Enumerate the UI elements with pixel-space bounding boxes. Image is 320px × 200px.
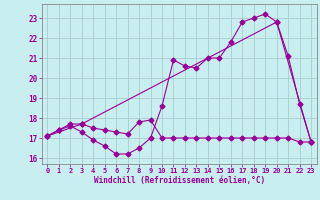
X-axis label: Windchill (Refroidissement éolien,°C): Windchill (Refroidissement éolien,°C) (94, 176, 265, 185)
